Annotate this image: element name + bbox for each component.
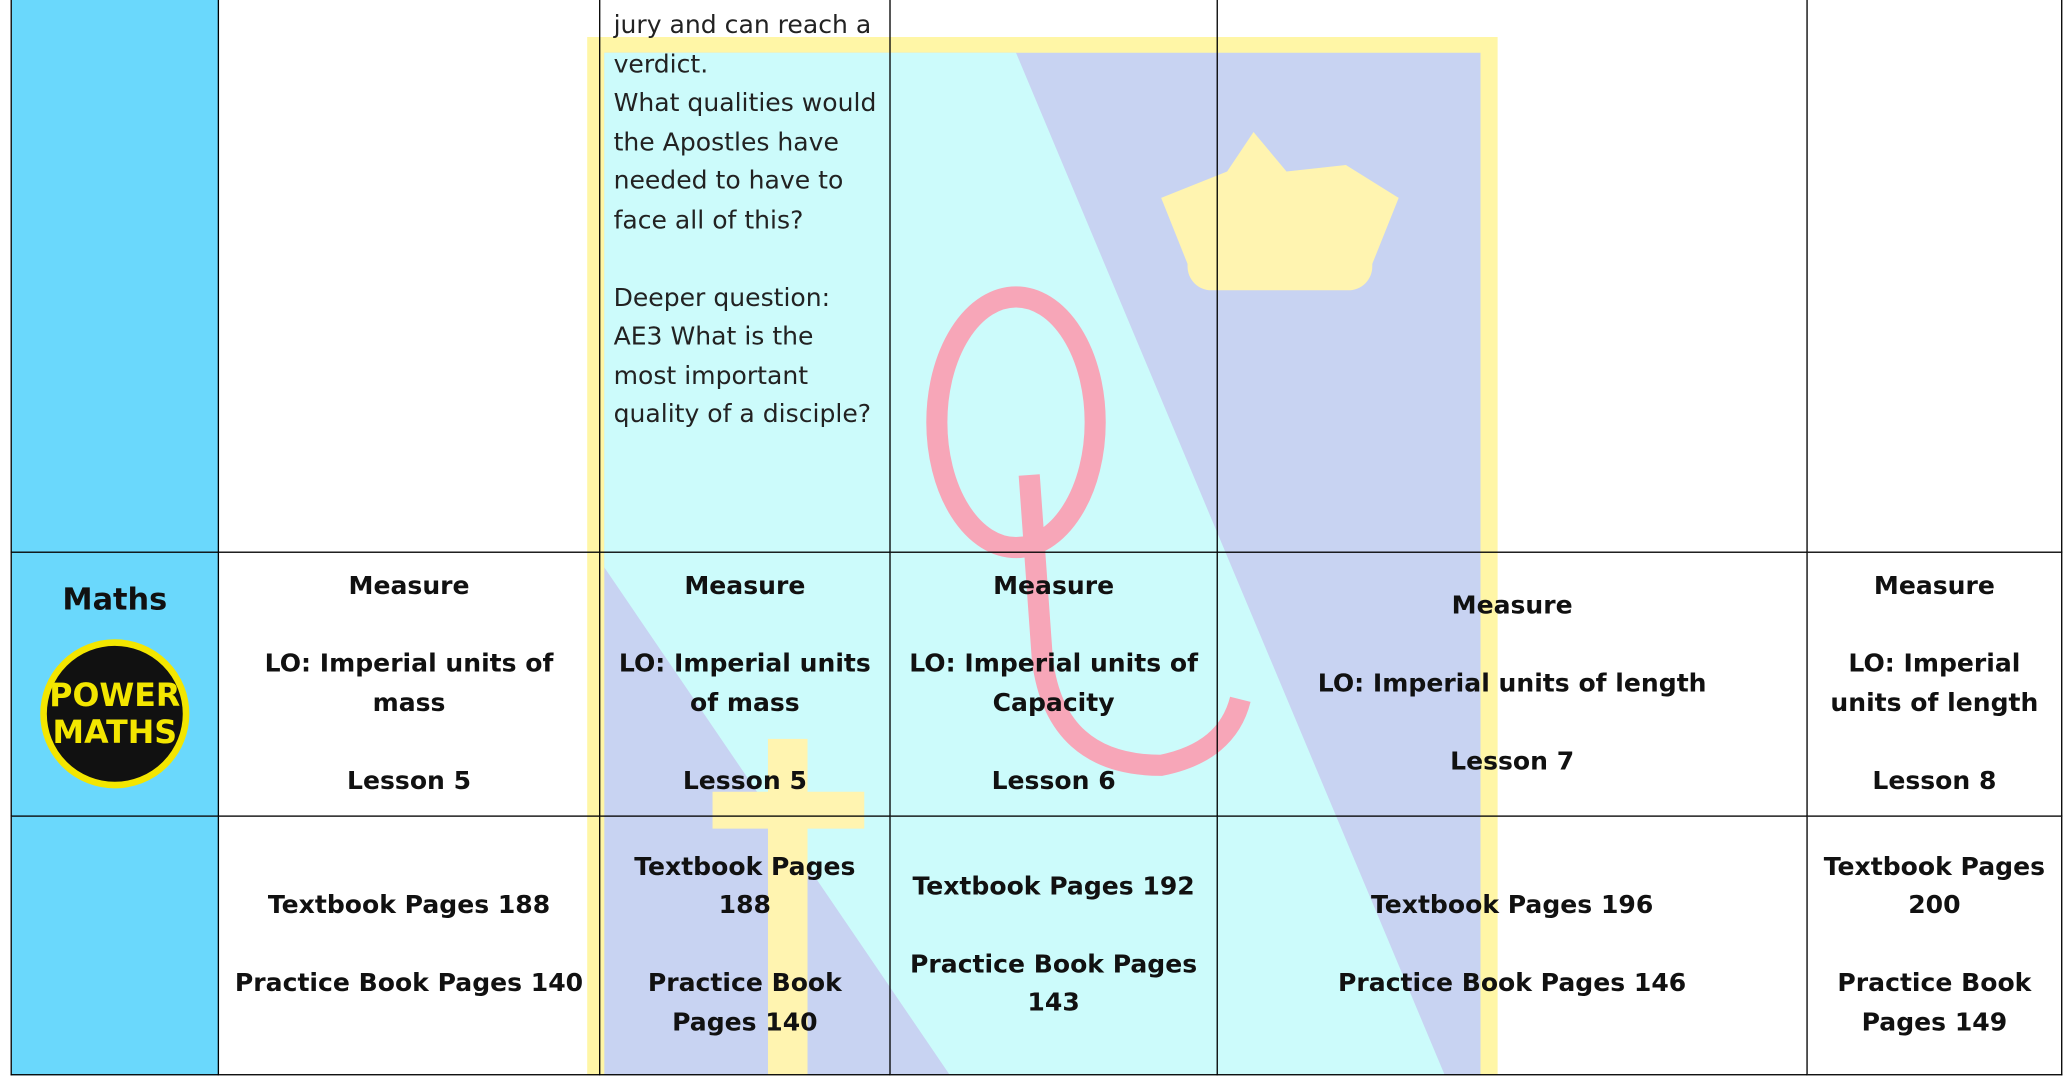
cell-text: LO: Imperial units of length: [1317, 668, 1707, 698]
cell-text: Textbook Pages 188: [634, 852, 856, 921]
lesson-cell: Textbook Pages 188 Practice Book Pages 14…: [217, 815, 601, 1076]
lesson-cell: Measure LO: Imperial units of mass Lesson …: [217, 551, 601, 817]
cell-text: Lesson 8: [1872, 765, 1997, 795]
logo-circle: [40, 638, 190, 788]
cell-text: Measure: [1873, 571, 1995, 601]
subject-label: Maths: [62, 583, 168, 618]
cell-text: Practice Book Pages 146: [1338, 968, 1687, 998]
cell-text: Deeper question: AE3 What is the most im…: [613, 283, 872, 429]
subject-cell: [10, 815, 220, 1076]
lesson-cell: jury and can reach a verdict. What qualit…: [599, 0, 891, 553]
cell-text: LO: Imperial units of length: [1830, 649, 2039, 718]
cell-text: Measure: [1451, 590, 1573, 620]
cell-text: Lesson 5: [347, 765, 472, 795]
cell-text: Lesson 7: [1450, 746, 1575, 776]
table-row: jury and can reach a verdict. What qualit…: [10, 0, 2063, 553]
lesson-cell: Measure LO: Imperial units of length Lesso…: [1216, 551, 1808, 817]
cell-text: Practice Book Pages 143: [910, 949, 1198, 1018]
cell-text: Practice Book Pages 140: [647, 968, 842, 1037]
timetable: jury and can reach a verdict. What qualit…: [10, 0, 2063, 1076]
table-row: Textbook Pages 188 Practice Book Pages 14…: [10, 815, 2063, 1076]
cell-text: jury and can reach a verdict.: [613, 10, 872, 79]
table-row: Maths POWER MATHS Measure LO: Imperial units…: [10, 551, 2063, 817]
lesson-cell: Textbook Pages 188 Practice Book Pages 14…: [599, 815, 891, 1076]
cell-text: LO: Imperial units of mass: [618, 649, 871, 718]
cell-text: What qualities would the Apostles have n…: [613, 88, 877, 235]
cell-text: Measure: [348, 571, 470, 601]
cell-text: LO: Imperial units of mass: [264, 649, 554, 718]
lesson-cell: [889, 0, 1218, 553]
cell-text: LO: Imperial units of Capacity: [909, 649, 1199, 718]
lesson-cell: Textbook Pages 200 Practice Book Pages 14…: [1806, 815, 2063, 1076]
cell-text: Practice Book Pages 149: [1837, 968, 2032, 1037]
subject-cell: [10, 0, 220, 553]
cell-text: Practice Book Pages 140: [234, 968, 584, 998]
lesson-cell: [1216, 0, 1808, 553]
cell-text: Textbook Pages 188: [267, 890, 551, 921]
logo-text: POWER: [49, 677, 180, 713]
cell-text: Textbook Pages 192: [912, 871, 1195, 901]
lesson-cell: Textbook Pages 192 Practice Book Pages 14…: [889, 815, 1218, 1076]
cell-text: Measure: [684, 571, 806, 601]
lesson-cell: [1806, 0, 2063, 553]
logo-text: MATHS: [53, 714, 177, 750]
subject-cell: Maths POWER MATHS: [10, 551, 220, 817]
lesson-cell: Textbook Pages 196 Practice Book Pages 14…: [1216, 815, 1808, 1076]
lesson-cell: Measure LO: Imperial units of length Lesso…: [1806, 551, 2063, 817]
lesson-cell: [217, 0, 601, 553]
lesson-cell: Measure LO: Imperial units of Capacity Les…: [889, 551, 1218, 817]
lesson-cell: Measure LO: Imperial units of mass Lesson …: [599, 551, 891, 817]
cell-text: Lesson 6: [991, 765, 1116, 795]
cell-text: Measure: [993, 571, 1115, 601]
cell-text: Textbook Pages 200: [1823, 852, 2045, 921]
cell-text: Lesson 5: [682, 765, 807, 795]
cell-text: Textbook Pages 196: [1371, 890, 1654, 921]
